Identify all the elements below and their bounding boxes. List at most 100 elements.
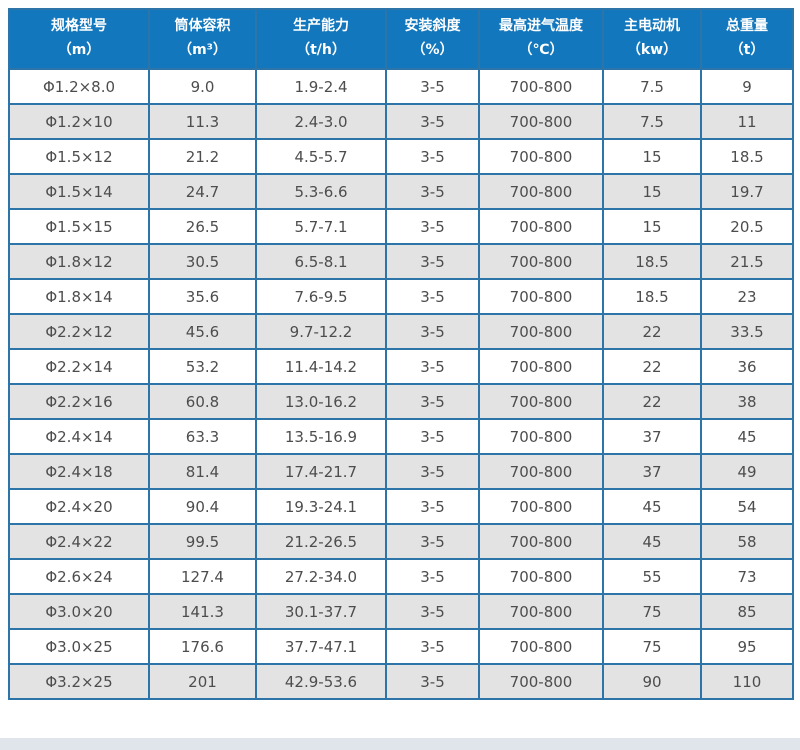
table-cell: 700-800 <box>478 313 604 350</box>
table-row: Φ1.2×10 11.3 2.4-3.0 3-5 700-800 7.5 11 <box>8 103 794 140</box>
table-cell: 141.3 <box>148 593 257 630</box>
table-cell: 700-800 <box>478 488 604 525</box>
footer-strip <box>0 738 800 750</box>
table-cell: Φ2.4×18 <box>8 453 150 490</box>
table-row: Φ1.8×14 35.6 7.6-9.5 3-5 700-800 18.5 23 <box>8 278 794 315</box>
table-cell: 700-800 <box>478 243 604 280</box>
column-header-unit: （%） <box>411 42 454 58</box>
table-row: Φ2.4×20 90.4 19.3-24.1 3-5 700-800 45 54 <box>8 488 794 525</box>
column-header-label: 生产能力 <box>293 18 349 35</box>
table-cell: 3-5 <box>385 103 480 140</box>
table-cell: 127.4 <box>148 558 257 595</box>
table-cell: 700-800 <box>478 523 604 560</box>
table-cell: 45.6 <box>148 313 257 350</box>
table-cell: 75 <box>602 593 702 630</box>
table-row: Φ1.2×8.0 9.0 1.9-2.4 3-5 700-800 7.5 9 <box>8 68 794 105</box>
table-cell: 11.3 <box>148 103 257 140</box>
table-cell: 3-5 <box>385 453 480 490</box>
table-cell: 37.7-47.1 <box>255 628 387 665</box>
table-cell: 3-5 <box>385 558 480 595</box>
table-cell: 21.5 <box>700 243 794 280</box>
table-cell: Φ1.2×8.0 <box>8 68 150 105</box>
table-cell: 54 <box>700 488 794 525</box>
table-cell: 3-5 <box>385 663 480 700</box>
table-row: Φ3.0×25 176.6 37.7-47.1 3-5 700-800 75 95 <box>8 628 794 665</box>
table-cell: 26.5 <box>148 208 257 245</box>
column-header-3: 生产能力 （t/h） <box>255 8 387 70</box>
table-cell: 60.8 <box>148 383 257 420</box>
table-cell: 90 <box>602 663 702 700</box>
table-cell: Φ2.2×14 <box>8 348 150 385</box>
table-row: Φ2.2×14 53.2 11.4-14.2 3-5 700-800 22 36 <box>8 348 794 385</box>
table-cell: 700-800 <box>478 663 604 700</box>
table-cell: 3-5 <box>385 383 480 420</box>
table-cell: Φ2.4×14 <box>8 418 150 455</box>
column-header-unit: （t/h） <box>296 42 346 58</box>
table-cell: 33.5 <box>700 313 794 350</box>
table-cell: 85 <box>700 593 794 630</box>
table-cell: Φ3.2×25 <box>8 663 150 700</box>
table-cell: 3-5 <box>385 313 480 350</box>
table-cell: Φ2.2×12 <box>8 313 150 350</box>
table-cell: Φ3.0×20 <box>8 593 150 630</box>
table-cell: 700-800 <box>478 453 604 490</box>
table-cell: 36 <box>700 348 794 385</box>
table-cell: 18.5 <box>700 138 794 175</box>
table-cell: 21.2-26.5 <box>255 523 387 560</box>
table-cell: 11 <box>700 103 794 140</box>
table-cell: 15 <box>602 138 702 175</box>
table-cell: 90.4 <box>148 488 257 525</box>
table-cell: Φ1.2×10 <box>8 103 150 140</box>
table-cell: 21.2 <box>148 138 257 175</box>
table-cell: Φ1.5×14 <box>8 173 150 210</box>
table-cell: 7.5 <box>602 68 702 105</box>
table-cell: 3-5 <box>385 488 480 525</box>
table-cell: 27.2-34.0 <box>255 558 387 595</box>
table-cell: 3-5 <box>385 278 480 315</box>
table-cell: 3-5 <box>385 628 480 665</box>
table-cell: Φ2.2×16 <box>8 383 150 420</box>
table-cell: 6.5-8.1 <box>255 243 387 280</box>
table-cell: 700-800 <box>478 418 604 455</box>
table-cell: 37 <box>602 418 702 455</box>
table-cell: 3-5 <box>385 68 480 105</box>
table-cell: 55 <box>602 558 702 595</box>
table-cell: Φ3.0×25 <box>8 628 150 665</box>
table-cell: 24.7 <box>148 173 257 210</box>
table-cell: 700-800 <box>478 138 604 175</box>
table-cell: 15 <box>602 208 702 245</box>
table-cell: 3-5 <box>385 173 480 210</box>
table-cell: 700-800 <box>478 348 604 385</box>
table-cell: 3-5 <box>385 243 480 280</box>
table-cell: 9 <box>700 68 794 105</box>
table-cell: 20.5 <box>700 208 794 245</box>
table-cell: 45 <box>602 523 702 560</box>
table-cell: 13.5-16.9 <box>255 418 387 455</box>
column-header-unit: （t） <box>729 42 765 58</box>
table-row: Φ1.5×12 21.2 4.5-5.7 3-5 700-800 15 18.5 <box>8 138 794 175</box>
column-header-label: 筒体容积 <box>174 18 231 35</box>
column-header-label: 规格型号 <box>51 18 107 35</box>
column-header-1: 规格型号 （m） <box>8 8 150 70</box>
column-header-unit: （kw） <box>626 42 678 58</box>
table-cell: 201 <box>148 663 257 700</box>
table-cell: 22 <box>602 383 702 420</box>
column-header-6: 主电动机 （kw） <box>602 8 702 70</box>
table-header: 规格型号 （m） 筒体容积 （m³） 生产能力 （t/h） 安装斜度 （%） 最高进气温度 （℃）… <box>8 8 794 70</box>
table-cell: 3-5 <box>385 418 480 455</box>
table-cell: 99.5 <box>148 523 257 560</box>
table-cell: Φ2.4×20 <box>8 488 150 525</box>
table-cell: 9.0 <box>148 68 257 105</box>
table-cell: 11.4-14.2 <box>255 348 387 385</box>
table-cell: 700-800 <box>478 593 604 630</box>
table-cell: 13.0-16.2 <box>255 383 387 420</box>
table-cell: 700-800 <box>478 208 604 245</box>
column-header-7: 总重量 （t） <box>700 8 794 70</box>
table-cell: 22 <box>602 313 702 350</box>
header-row: 规格型号 （m） 筒体容积 （m³） 生产能力 （t/h） 安装斜度 （%） 最高进气温度 （℃）… <box>8 8 794 70</box>
table-cell: Φ1.5×15 <box>8 208 150 245</box>
table-row: Φ2.4×22 99.5 21.2-26.5 3-5 700-800 45 58 <box>8 523 794 560</box>
table-cell: 3-5 <box>385 593 480 630</box>
table-cell: Φ1.5×12 <box>8 138 150 175</box>
